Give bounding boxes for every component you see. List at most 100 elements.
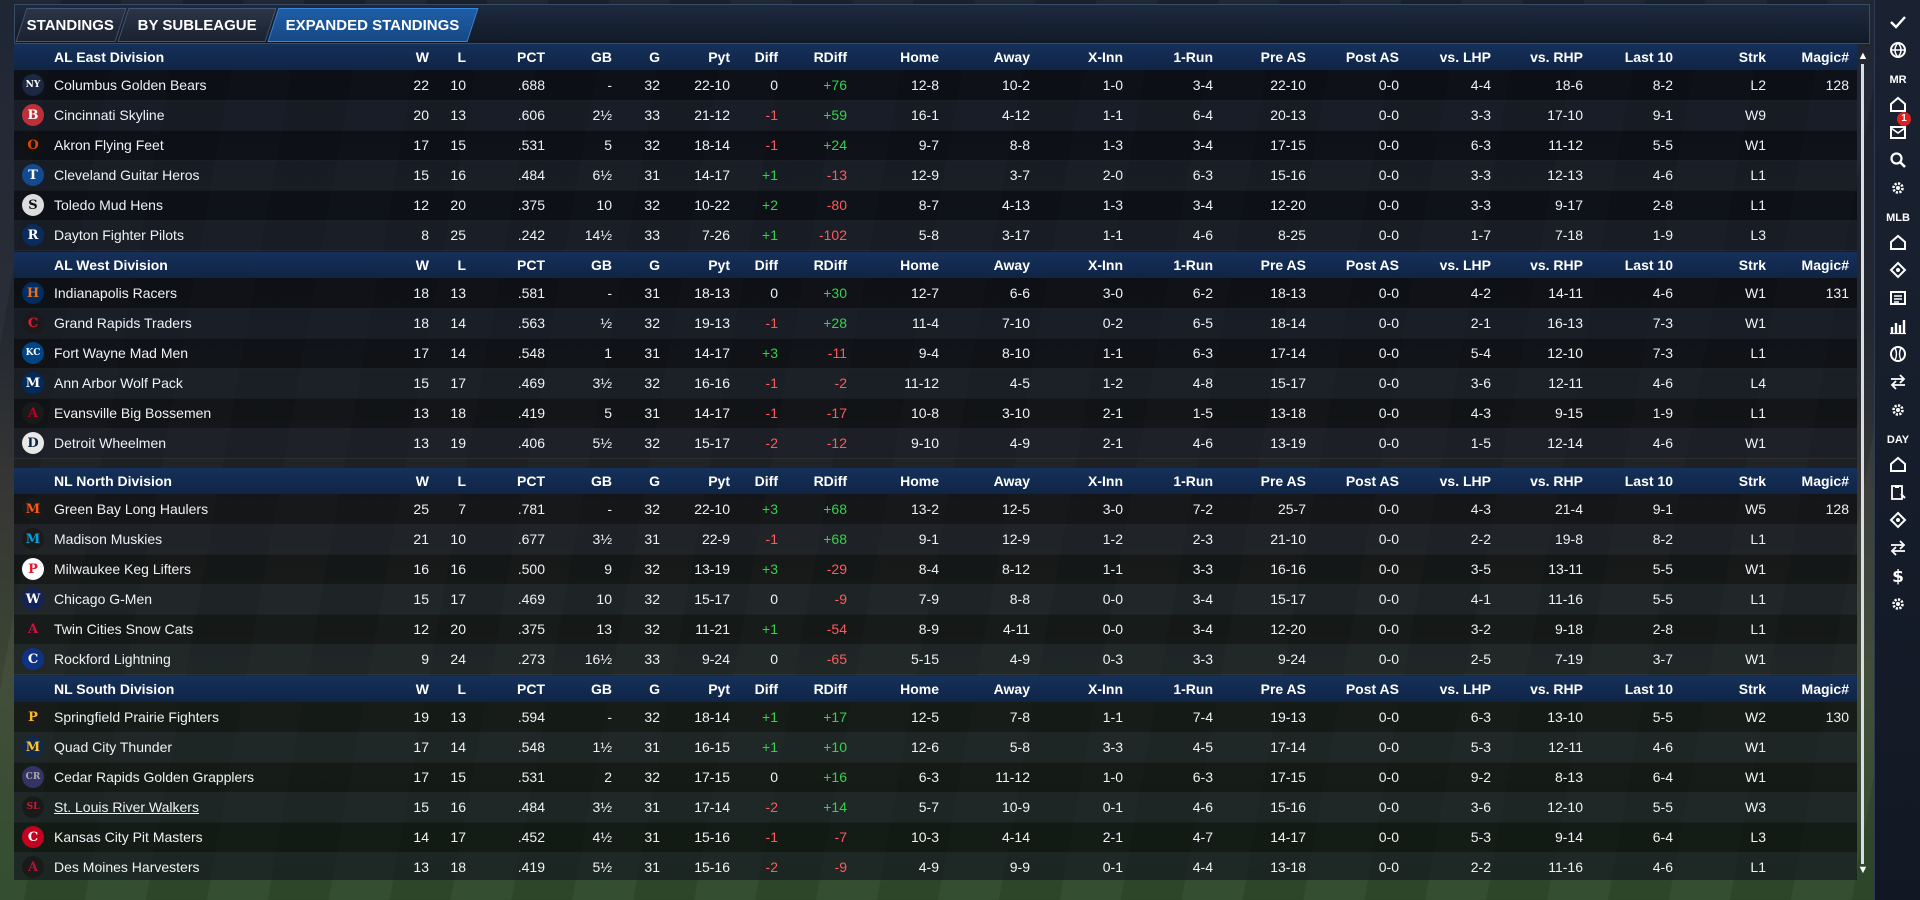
column-header-w[interactable]: W: [415, 49, 429, 65]
column-header-magic[interactable]: Magic#: [1801, 681, 1849, 697]
table-row[interactable]: SL St. Louis River Walkers 15 16 .484 3½ 31 17-…: [14, 792, 1857, 823]
team-name-link[interactable]: Cleveland Guitar Heros: [54, 167, 200, 183]
column-header-pre-as[interactable]: Pre AS: [1260, 257, 1306, 273]
column-header-rdiff[interactable]: RDiff: [813, 473, 847, 489]
news-icon[interactable]: [1884, 284, 1912, 312]
table-row[interactable]: P Springfield Prairie Fighters 19 13 .594 - 32…: [14, 702, 1857, 733]
team-name-link[interactable]: Cincinnati Skyline: [54, 107, 165, 123]
table-row[interactable]: A Evansville Big Bossemen 13 18 .419 5 31 14-17…: [14, 398, 1857, 429]
location-icon[interactable]: [1884, 256, 1912, 284]
column-header-pyt[interactable]: Pyt: [708, 473, 730, 489]
column-header-last-10[interactable]: Last 10: [1624, 681, 1673, 697]
table-row[interactable]: C Grand Rapids Traders 18 14 .563 ½ 32 19-13 -1 +…: [14, 308, 1857, 339]
column-header-gb[interactable]: GB: [591, 681, 612, 697]
column-header-gb[interactable]: GB: [591, 49, 612, 65]
transfer-icon[interactable]: [1884, 368, 1912, 396]
team-name-link[interactable]: Madison Muskies: [54, 531, 163, 547]
column-header-strk[interactable]: Strk: [1738, 473, 1766, 489]
team-name-link[interactable]: Dayton Fighter Pilots: [54, 227, 184, 243]
home-icon[interactable]: [1884, 450, 1912, 478]
column-header-g[interactable]: G: [649, 257, 660, 273]
team-name-link[interactable]: Evansville Big Bossemen: [54, 405, 212, 421]
clipboard-icon[interactable]: [1884, 478, 1912, 506]
team-name-link[interactable]: Rockford Lightning: [54, 651, 171, 667]
column-header-diff[interactable]: Diff: [754, 257, 778, 273]
column-header-diff[interactable]: Diff: [754, 681, 778, 697]
column-header-l[interactable]: L: [457, 257, 466, 273]
column-header-vs-rhp[interactable]: vs. RHP: [1530, 49, 1583, 65]
team-name-link[interactable]: Toledo Mud Hens: [54, 197, 163, 213]
column-header-pyt[interactable]: Pyt: [708, 681, 730, 697]
column-header-home[interactable]: Home: [900, 257, 939, 273]
column-header-away[interactable]: Away: [993, 473, 1030, 489]
column-header-home[interactable]: Home: [900, 49, 939, 65]
gear-icon[interactable]: [1884, 396, 1912, 424]
column-header-1-run[interactable]: 1-Run: [1173, 681, 1213, 697]
table-row[interactable]: KC Fort Wayne Mad Men 17 14 .548 1 31 14-17 +3 -1…: [14, 338, 1857, 369]
team-name-link[interactable]: Quad City Thunder: [54, 739, 173, 755]
tab-expanded-standings[interactable]: EXPANDED STANDINGS: [267, 8, 479, 42]
column-header-strk[interactable]: Strk: [1738, 257, 1766, 273]
column-header-1-run[interactable]: 1-Run: [1173, 473, 1213, 489]
column-header-x-inn[interactable]: X-Inn: [1088, 49, 1123, 65]
column-header-magic[interactable]: Magic#: [1801, 257, 1849, 273]
table-row[interactable]: M Madison Muskies 21 10 .677 3½ 31 22-9 -1 +68 9-1…: [14, 524, 1857, 555]
table-row[interactable]: NY Columbus Golden Bears 22 10 .688 - 32 22-10 0…: [14, 70, 1857, 101]
column-header-rdiff[interactable]: RDiff: [813, 257, 847, 273]
column-header-pct[interactable]: PCT: [517, 257, 545, 273]
table-row[interactable]: T Cleveland Guitar Heros 15 16 .484 6½ 31 14-17…: [14, 160, 1857, 191]
column-header-vs-lhp[interactable]: vs. LHP: [1439, 257, 1491, 273]
table-row[interactable]: O Akron Flying Feet 17 15 .531 5 32 18-14 -1 +24 9…: [14, 130, 1857, 161]
column-header-1-run[interactable]: 1-Run: [1173, 257, 1213, 273]
column-header-vs-lhp[interactable]: vs. LHP: [1439, 681, 1491, 697]
table-row[interactable]: A Twin Cities Snow Cats 12 20 .375 13 32 11-21 +…: [14, 614, 1857, 645]
scrollbar[interactable]: ▲ ▼: [1856, 50, 1870, 880]
column-header-last-10[interactable]: Last 10: [1624, 257, 1673, 273]
home-icon[interactable]: [1884, 90, 1912, 118]
column-header-magic[interactable]: Magic#: [1801, 473, 1849, 489]
column-header-diff[interactable]: Diff: [754, 473, 778, 489]
column-header-x-inn[interactable]: X-Inn: [1088, 681, 1123, 697]
column-header-gb[interactable]: GB: [591, 473, 612, 489]
team-name-link[interactable]: Cedar Rapids Golden Grapplers: [54, 769, 254, 785]
location-icon[interactable]: [1884, 506, 1912, 534]
gear-icon[interactable]: [1884, 174, 1912, 202]
column-header-pre-as[interactable]: Pre AS: [1260, 681, 1306, 697]
column-header-post-as[interactable]: Post AS: [1345, 473, 1399, 489]
column-header-away[interactable]: Away: [993, 681, 1030, 697]
table-row[interactable]: CR Cedar Rapids Golden Grapplers 17 15 .531 2…: [14, 762, 1857, 793]
column-header-last-10[interactable]: Last 10: [1624, 49, 1673, 65]
tab-by-subleague[interactable]: BY SUBLEAGUE: [117, 8, 277, 42]
column-header-vs-lhp[interactable]: vs. LHP: [1439, 473, 1491, 489]
table-row[interactable]: C Kansas City Pit Masters 14 17 .452 4½ 31 15-1…: [14, 822, 1857, 853]
column-header-x-inn[interactable]: X-Inn: [1088, 257, 1123, 273]
team-name-link[interactable]: Green Bay Long Haulers: [54, 501, 209, 517]
column-header-home[interactable]: Home: [900, 473, 939, 489]
table-row[interactable]: M Quad City Thunder 17 14 .548 1½ 31 16-15 +1 +10…: [14, 732, 1857, 763]
column-header-x-inn[interactable]: X-Inn: [1088, 473, 1123, 489]
column-header-l[interactable]: L: [457, 49, 466, 65]
team-name-link[interactable]: Ann Arbor Wolf Pack: [54, 375, 183, 391]
bar-chart-icon[interactable]: [1884, 312, 1912, 340]
scroll-up-icon[interactable]: ▲: [1857, 50, 1869, 62]
team-name-link[interactable]: Springfield Prairie Fighters: [54, 709, 219, 725]
table-row[interactable]: A Des Moines Harvesters 13 18 .419 5½ 31 15-16 -…: [14, 852, 1857, 880]
table-row[interactable]: R Dayton Fighter Pilots 8 25 .242 14½ 33 7-26 +1…: [14, 220, 1857, 251]
column-header-pyt[interactable]: Pyt: [708, 257, 730, 273]
tab-standings[interactable]: STANDINGS: [15, 8, 127, 42]
column-header-pyt[interactable]: Pyt: [708, 49, 730, 65]
globe-icon[interactable]: [1884, 36, 1912, 64]
column-header-1-run[interactable]: 1-Run: [1173, 49, 1213, 65]
gear-icon[interactable]: [1884, 590, 1912, 618]
table-row[interactable]: M Ann Arbor Wolf Pack 15 17 .469 3½ 32 16-16 -1 -…: [14, 368, 1857, 399]
team-name-link[interactable]: Des Moines Harvesters: [54, 859, 200, 875]
scroll-thumb[interactable]: [1861, 64, 1864, 864]
column-header-magic[interactable]: Magic#: [1801, 49, 1849, 65]
team-name-link[interactable]: Detroit Wheelmen: [54, 435, 167, 451]
table-row[interactable]: P Milwaukee Keg Lifters 16 16 .500 9 32 13-19 +3…: [14, 554, 1857, 585]
column-header-l[interactable]: L: [457, 681, 466, 697]
column-header-rdiff[interactable]: RDiff: [813, 681, 847, 697]
search-icon[interactable]: [1884, 146, 1912, 174]
check-icon[interactable]: [1884, 8, 1912, 36]
team-name-link[interactable]: St. Louis River Walkers: [54, 799, 199, 815]
